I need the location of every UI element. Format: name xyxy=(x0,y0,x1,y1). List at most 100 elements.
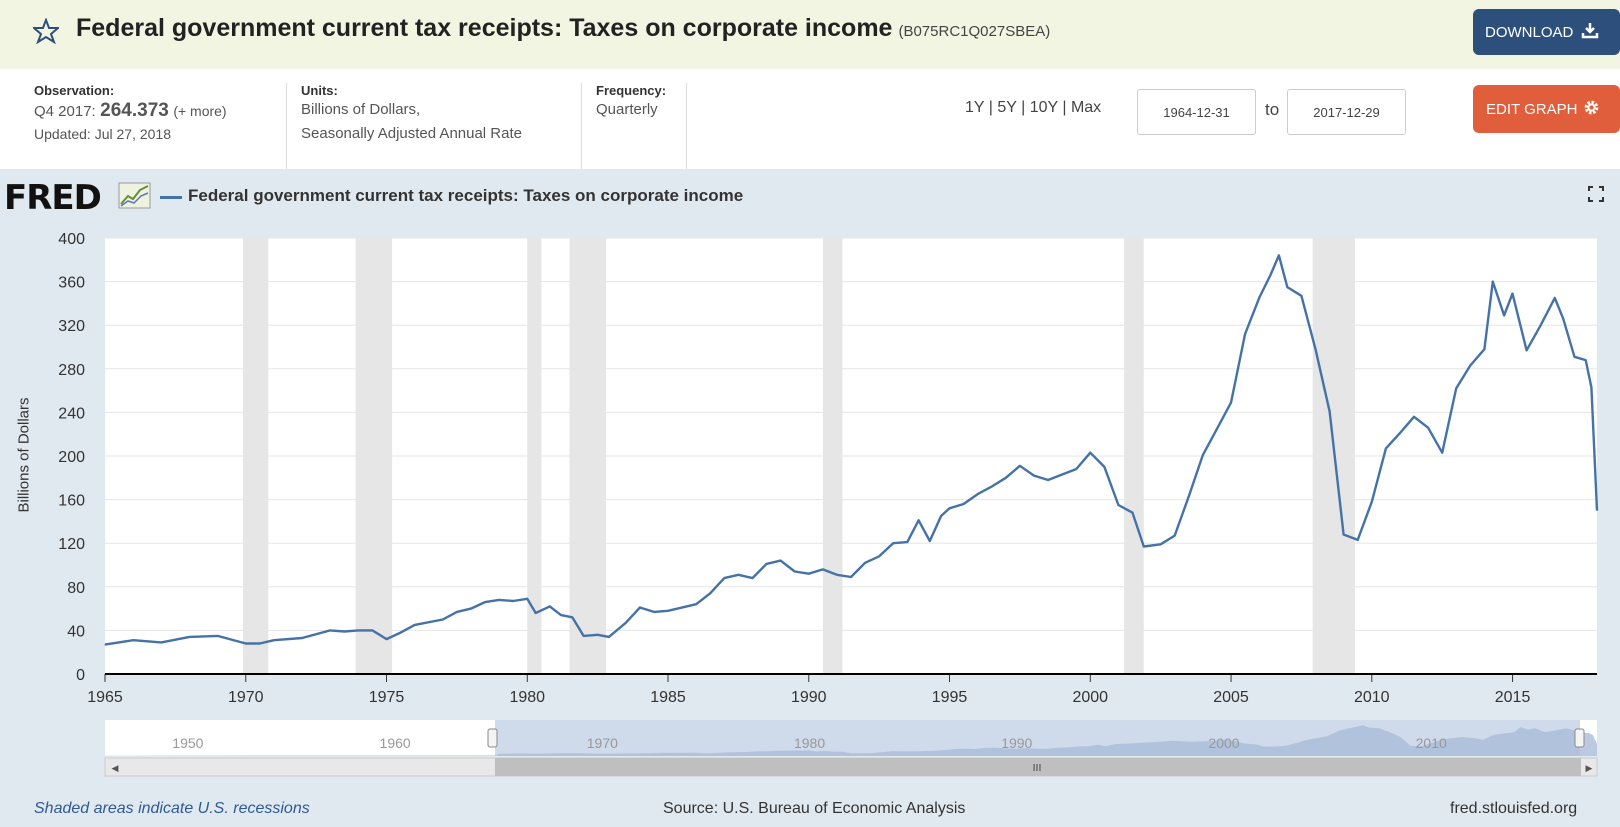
data-point xyxy=(780,560,782,562)
x-tick-label: 1975 xyxy=(369,689,405,706)
data-point xyxy=(526,598,528,600)
data-point xyxy=(1061,474,1063,476)
data-point xyxy=(1399,432,1401,434)
data-point xyxy=(850,576,852,578)
data-point xyxy=(1573,356,1575,358)
data-point xyxy=(1216,428,1218,430)
data-point xyxy=(766,563,768,565)
data-point xyxy=(1160,543,1162,545)
y-tick-label: 360 xyxy=(58,275,85,292)
range-separator: | xyxy=(1062,99,1067,116)
data-point xyxy=(878,555,880,557)
data-point xyxy=(667,610,669,612)
y-tick-label: 240 xyxy=(58,405,85,422)
download-button[interactable]: DOWNLOAD xyxy=(1473,9,1620,55)
observation-block: Observation: Q4 2017: 264.373 (+ more) U… xyxy=(34,83,227,142)
data-point xyxy=(991,486,993,488)
data-point xyxy=(1427,427,1429,429)
star-icon[interactable] xyxy=(31,17,61,49)
data-point xyxy=(808,573,810,575)
navigator-label: 1990 xyxy=(1001,735,1032,751)
more-link[interactable]: (+ more) xyxy=(173,103,227,119)
series-id: (B075RC1Q027SBEA) xyxy=(898,23,1051,40)
range-1y[interactable]: 1Y xyxy=(965,99,985,116)
y-tick-label: 200 xyxy=(58,449,85,466)
data-point xyxy=(1585,359,1587,361)
data-point xyxy=(259,642,261,644)
range-selector: 1Y | 5Y | 10Y | Max xyxy=(965,99,1101,117)
data-point xyxy=(737,574,739,576)
data-point xyxy=(104,644,106,646)
data-point xyxy=(906,541,908,543)
data-point xyxy=(1143,545,1145,547)
navigator-left-handle[interactable] xyxy=(487,728,498,748)
data-point xyxy=(1413,416,1415,418)
site-url[interactable]: fred.stlouisfed.org xyxy=(1450,800,1578,817)
recession-note[interactable]: Shaded areas indicate U.S. recessions xyxy=(34,800,310,817)
x-tick-label: 1985 xyxy=(650,689,686,706)
data-point xyxy=(1174,535,1176,537)
legend-swatch xyxy=(160,196,182,199)
scroll-left-icon[interactable]: ◀ xyxy=(112,763,119,773)
data-point xyxy=(1596,510,1598,511)
x-tick-label: 1990 xyxy=(791,689,827,706)
title-bar: Federal government current tax receipts:… xyxy=(0,0,1620,69)
data-point xyxy=(1244,333,1246,335)
data-point xyxy=(1132,512,1134,514)
navigator-label: 1980 xyxy=(794,735,825,751)
recession-band xyxy=(527,238,542,674)
data-point xyxy=(1230,402,1232,404)
data-point xyxy=(751,577,753,579)
range-max[interactable]: Max xyxy=(1070,99,1102,116)
scroll-right-icon[interactable]: ▶ xyxy=(1586,763,1593,773)
data-point xyxy=(1033,475,1035,477)
data-point xyxy=(1269,274,1271,276)
frequency-value: Quarterly xyxy=(596,101,658,118)
recession-band xyxy=(822,238,843,674)
data-point xyxy=(1385,447,1387,449)
data-point xyxy=(940,515,942,517)
y-tick-label: 400 xyxy=(58,231,85,248)
data-point xyxy=(1103,466,1105,468)
download-label: DOWNLOAD xyxy=(1485,23,1574,41)
start-date-input[interactable]: 1964-12-31 xyxy=(1137,89,1256,135)
edit-graph-button[interactable]: EDIT GRAPH xyxy=(1473,85,1620,133)
data-point xyxy=(1441,452,1443,454)
range-10y[interactable]: 10Y xyxy=(1029,99,1058,116)
data-point xyxy=(1300,295,1302,297)
range-5y[interactable]: 5Y xyxy=(997,99,1017,116)
fred-logo[interactable]: FRED xyxy=(4,178,102,218)
x-tick-label: 1980 xyxy=(509,689,545,706)
x-tick-label: 1965 xyxy=(87,689,123,706)
data-point xyxy=(608,636,610,638)
fullscreen-icon[interactable] xyxy=(1588,186,1604,207)
units-line1: Billions of Dollars, xyxy=(301,101,421,118)
data-point xyxy=(1469,365,1471,367)
end-date-input[interactable]: 2017-12-29 xyxy=(1287,89,1406,135)
x-tick-label: 1970 xyxy=(228,689,264,706)
scrollbar-thumb[interactable] xyxy=(495,758,1581,776)
data-point xyxy=(442,619,444,620)
observation-value: 264.373 xyxy=(100,100,169,121)
updated-date: Updated: Jul 27, 2018 xyxy=(34,126,171,142)
data-point xyxy=(1005,477,1007,479)
data-point xyxy=(977,493,979,495)
data-point xyxy=(1512,293,1514,295)
navigator-window[interactable] xyxy=(495,720,1580,756)
navigator-label: 1950 xyxy=(172,735,203,751)
data-point xyxy=(1483,348,1485,350)
data-point xyxy=(386,638,388,640)
data-point xyxy=(470,608,472,610)
metadata-panel: Observation: Q4 2017: 264.373 (+ more) U… xyxy=(0,69,1620,169)
navigator-label: 2000 xyxy=(1208,735,1239,751)
observation-period: Q4 2017: xyxy=(34,103,96,120)
data-point xyxy=(245,642,247,644)
data-point xyxy=(160,641,162,643)
navigator-right-handle[interactable] xyxy=(1574,728,1585,748)
data-point xyxy=(709,592,711,594)
data-point xyxy=(639,607,641,609)
data-point xyxy=(949,507,951,509)
y-tick-label: 40 xyxy=(67,623,85,640)
data-point xyxy=(892,542,894,544)
data-point xyxy=(597,634,599,636)
